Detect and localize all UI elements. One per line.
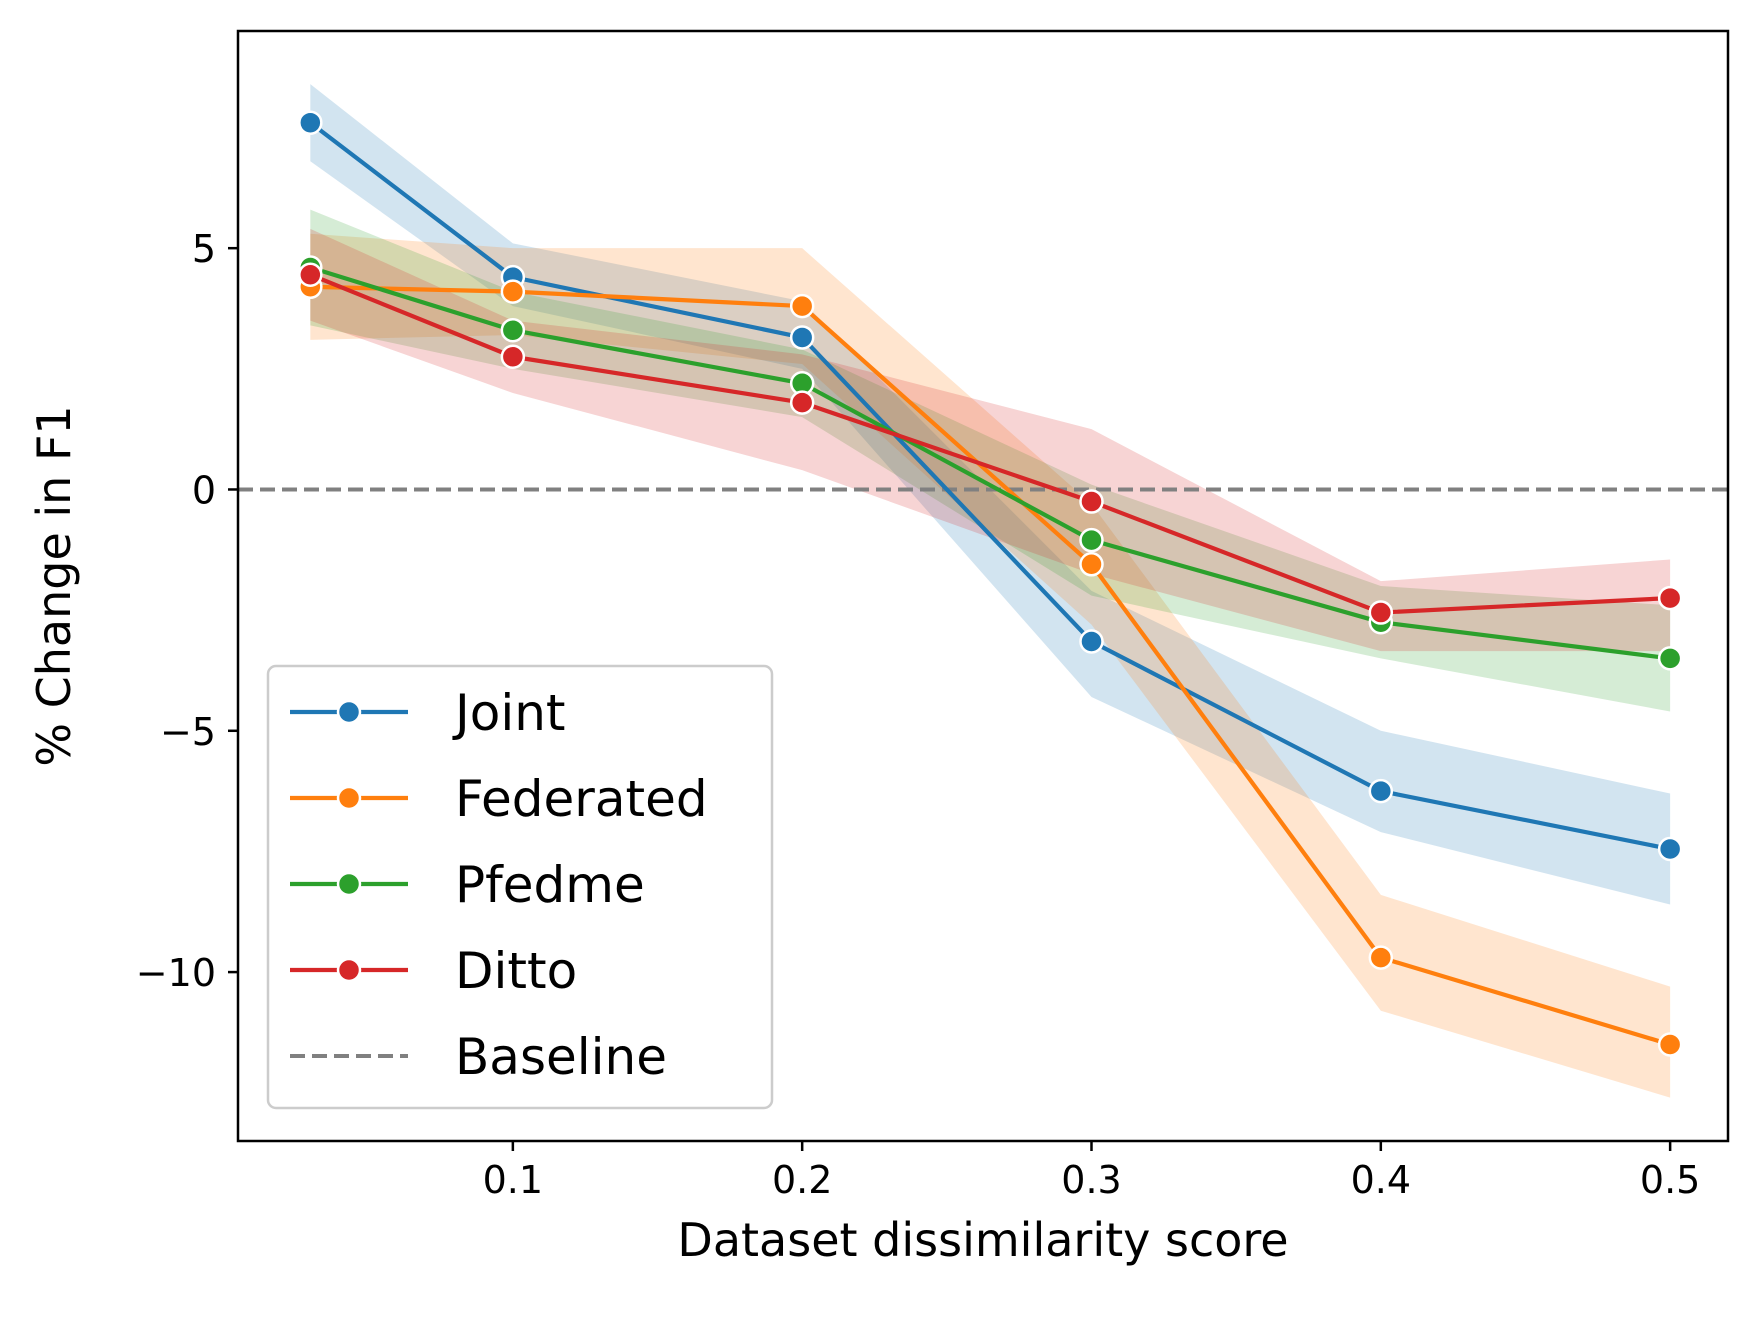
legend-marker-joint (336, 699, 362, 725)
confidence-bands (310, 84, 1671, 1098)
x-tick-label: 0.5 (1640, 1158, 1700, 1202)
legend-label-ditto: Ditto (455, 942, 577, 1000)
legend-marker-ditto (336, 957, 362, 983)
legend-label-federated: Federated (455, 770, 708, 828)
x-axis-label: Dataset dissimilarity score (677, 1213, 1288, 1267)
legend-marker-pfedme (336, 871, 362, 897)
point-federated-5 (1368, 945, 1394, 970)
y-tick-label: 0 (192, 468, 216, 512)
series-line-ditto (307, 271, 1673, 615)
plot-frame (236, 29, 1730, 1143)
point-joint-5 (1368, 778, 1394, 804)
point-joint-3 (789, 325, 815, 350)
series-markers (298, 110, 1683, 1057)
y-axis-label: % Change in F1 (27, 405, 81, 766)
x-tick-label: 0.2 (772, 1158, 832, 1202)
y-tick-label: −10 (136, 951, 216, 995)
point-ditto-2 (500, 344, 526, 370)
point-ditto-1 (298, 262, 323, 287)
series-line-joint (307, 119, 1673, 852)
band-ditto (310, 228, 1671, 652)
point-pfedme-2 (500, 317, 526, 343)
legend: Joint Federated Pfedme Ditto Baseline (266, 664, 774, 1110)
series-lines (307, 119, 1673, 1048)
x-tick-label: 0.1 (483, 1158, 543, 1202)
point-federated-2 (500, 279, 526, 304)
x-axis: 0.1 0.2 0.3 0.4 0.5 (483, 1141, 1700, 1202)
y-tick-label: −5 (160, 710, 216, 754)
legend-label-pfedme: Pfedme (455, 856, 645, 914)
point-federated-3 (789, 293, 815, 319)
point-ditto-6 (1657, 585, 1683, 611)
point-ditto-4 (1079, 489, 1104, 514)
point-joint-4 (1079, 629, 1104, 654)
y-tick-label: 5 (192, 227, 216, 271)
point-joint-1 (298, 110, 323, 135)
point-joint-6 (1657, 836, 1683, 862)
point-pfedme-6 (1657, 646, 1683, 671)
x-tick-label: 0.3 (1061, 1158, 1121, 1202)
x-tick-label: 0.4 (1351, 1158, 1411, 1202)
legend-label-joint: Joint (452, 684, 566, 742)
point-federated-6 (1657, 1032, 1683, 1057)
y-axis: 5 0 −5 −10 (136, 227, 238, 995)
point-ditto-5 (1368, 600, 1394, 625)
point-pfedme-4 (1079, 527, 1104, 553)
point-ditto-3 (789, 390, 815, 415)
band-pfedme (310, 209, 1671, 712)
series-line-pfedme (307, 264, 1673, 661)
point-federated-4 (1079, 552, 1104, 577)
legend-label-baseline: Baseline (455, 1028, 667, 1086)
band-joint (310, 84, 1671, 905)
legend-marker-federated (336, 785, 362, 811)
band-federated (310, 233, 1671, 1098)
legend-box (266, 664, 774, 1110)
series-line-federated (308, 284, 1673, 1048)
